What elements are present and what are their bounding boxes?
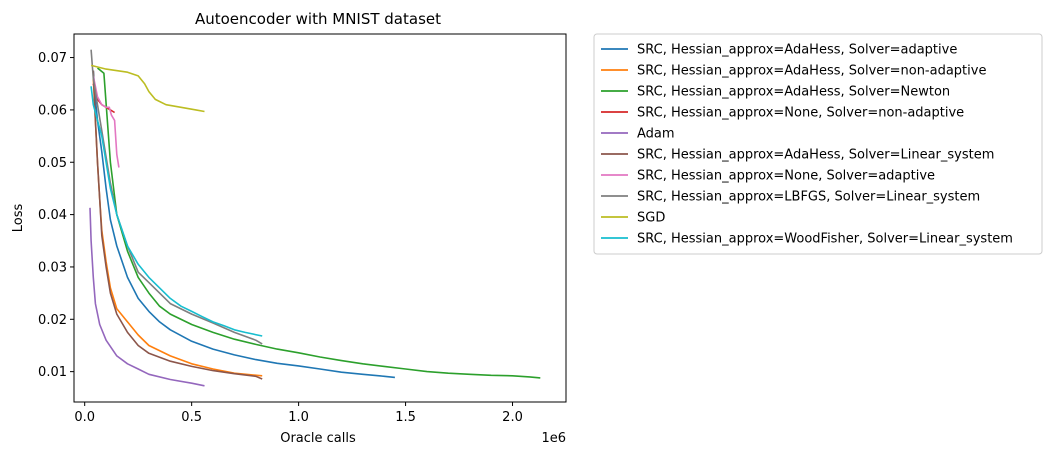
series-line-8 — [90, 49, 263, 345]
y-axis-label: Loss — [11, 204, 26, 233]
plot-lines — [89, 49, 541, 387]
x-tick-label: 1.5 — [395, 410, 416, 425]
series-line-10 — [90, 86, 263, 337]
x-tick-label: 0.0 — [74, 410, 95, 425]
x-axis: 0.0 0.5 1.0 1.5 2.0 — [74, 402, 523, 425]
y-tick-label: 0.02 — [38, 313, 67, 328]
legend-label-5: Adam — [637, 127, 675, 142]
plot-frame — [73, 33, 567, 403]
series-line-9 — [90, 64, 205, 113]
y-tick-label: 0.01 — [38, 365, 67, 380]
legend-label-6: SRC, Hessian_approx=AdaHess, Solver=Line… — [637, 148, 994, 163]
x-tick-label: 1.0 — [288, 410, 309, 425]
series-line-5 — [89, 207, 205, 387]
x-tick-label: 2.0 — [502, 410, 523, 425]
series-line-7 — [92, 75, 120, 168]
x-axis-label: Oracle calls — [280, 431, 356, 446]
legend-label-4: SRC, Hessian_approx=None, Solver=non-ada… — [637, 106, 964, 121]
y-tick-label: 0.03 — [38, 260, 67, 275]
legend-label-2: SRC, Hessian_approx=AdaHess, Solver=non-… — [637, 64, 986, 79]
x-axis-offset-text: 1e6 — [541, 431, 566, 446]
y-tick-label: 0.05 — [38, 156, 67, 171]
legend-frame — [593, 33, 1043, 255]
legend-label-1: SRC, Hessian_approx=AdaHess, Solver=adap… — [637, 43, 957, 58]
y-axis: 0.01 0.02 0.03 0.04 0.05 0.06 0.07 — [38, 51, 74, 380]
series-line-3 — [96, 67, 541, 379]
series-line-1 — [92, 70, 395, 379]
legend-label-3: SRC, Hessian_approx=AdaHess, Solver=Newt… — [637, 85, 950, 100]
legend-label-7: SRC, Hessian_approx=None, Solver=adaptiv… — [637, 169, 935, 184]
chart-title: Autoencoder with MNIST dataset — [195, 10, 441, 28]
legend: SRC, Hessian_approx=AdaHess, Solver=adap… — [593, 33, 1043, 255]
y-tick-label: 0.06 — [38, 103, 67, 118]
legend-label-9: SGD — [637, 211, 665, 226]
y-tick-label: 0.07 — [38, 51, 67, 66]
x-tick-label: 0.5 — [181, 410, 202, 425]
legend-label-10: SRC, Hessian_approx=WoodFisher, Solver=L… — [637, 232, 1013, 247]
series-line-6 — [92, 70, 263, 380]
legend-label-8: SRC, Hessian_approx=LBFGS, Solver=Linear… — [637, 190, 980, 205]
y-tick-label: 0.04 — [38, 208, 67, 223]
